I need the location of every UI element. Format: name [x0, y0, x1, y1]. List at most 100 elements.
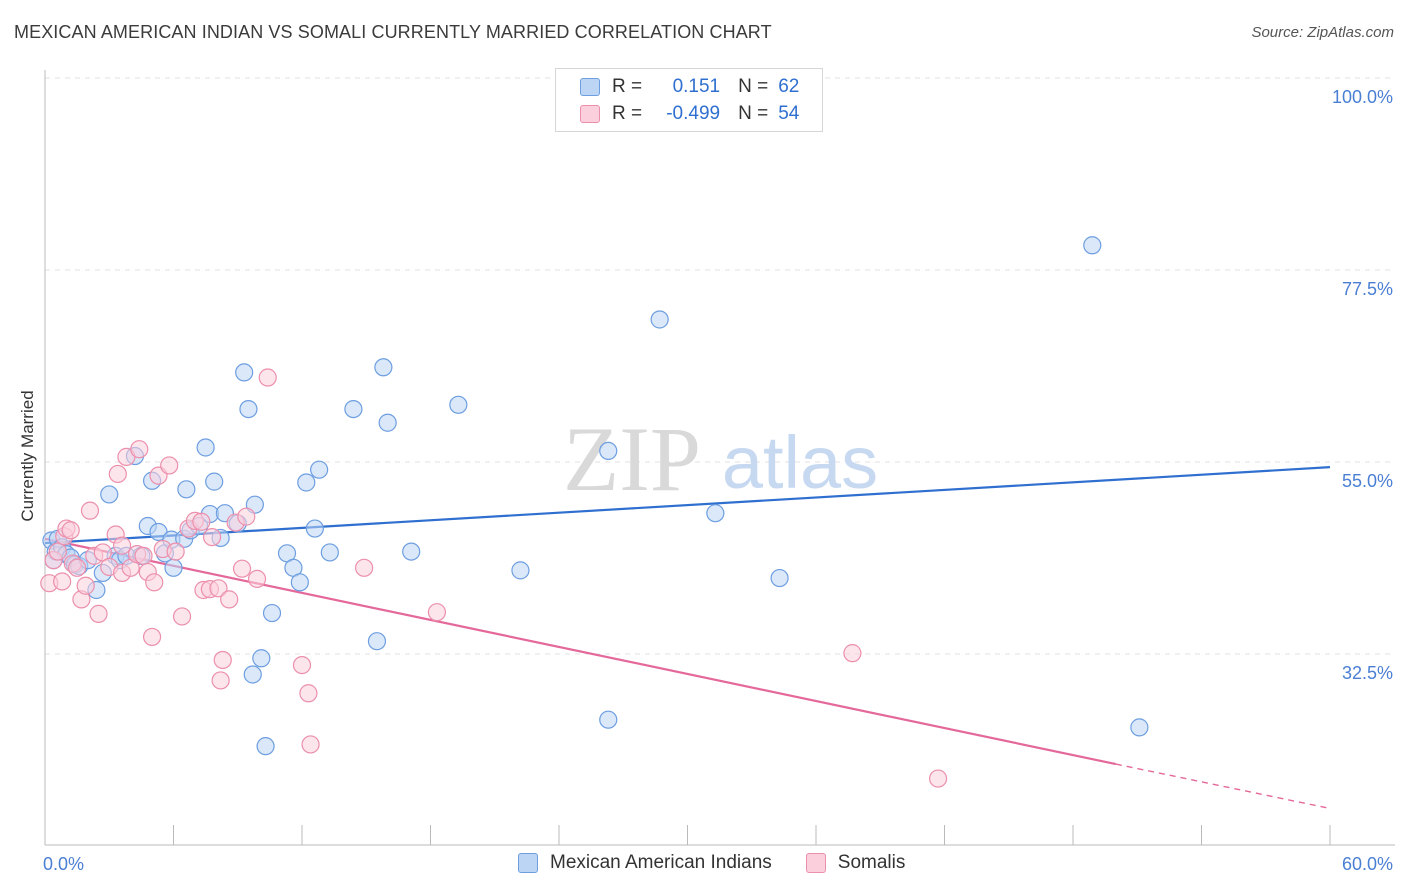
data-point-blue — [310, 460, 329, 479]
legend-row-blue: R = 0.151 N = 62 — [580, 75, 799, 99]
legend-swatch-blue — [518, 853, 538, 873]
watermark-atlas: atlas — [722, 421, 878, 504]
data-point-pink — [301, 735, 320, 754]
data-point-blue — [511, 561, 530, 580]
data-point-pink — [142, 627, 162, 647]
data-point-blue — [235, 363, 254, 382]
correlation-legend: R = 0.151 N = 62 R = -0.499 N = 54 — [555, 68, 823, 132]
legend-r-label: R = — [612, 76, 643, 97]
data-point-blue — [599, 710, 618, 729]
data-point-blue — [196, 438, 215, 457]
data-point-pink — [928, 769, 948, 788]
data-point-blue — [262, 603, 282, 623]
data-point-pink — [202, 527, 222, 547]
legend-swatch-blue — [580, 78, 600, 96]
data-point-blue — [320, 543, 339, 562]
series-legend: Mexican American Indians Somalis — [518, 852, 939, 874]
y-tick-label: 55.0% — [1342, 471, 1393, 491]
data-point-blue — [650, 310, 669, 329]
x-tick-label: 60.0% — [1342, 854, 1393, 874]
data-point-pink — [292, 655, 312, 675]
data-point-pink — [209, 579, 228, 598]
data-point-pink — [220, 590, 239, 609]
data-point-blue — [599, 441, 618, 461]
trend-line-pink — [44, 537, 1117, 766]
data-point-pink — [48, 542, 67, 561]
legend-n-value: 54 — [778, 103, 800, 124]
data-point-pink — [80, 501, 100, 520]
legend-n-label: N = — [738, 103, 769, 124]
legend-label: Somalis — [837, 852, 906, 873]
data-point-pink — [258, 368, 277, 387]
data-point-pink — [166, 542, 185, 561]
source-credit: Source: ZipAtlas.com — [1251, 24, 1394, 41]
data-point-blue — [297, 473, 316, 492]
legend-swatch-pink — [805, 853, 826, 873]
data-point-blue — [205, 472, 224, 491]
legend-r-value: 0.151 — [672, 76, 721, 97]
data-point-blue — [402, 542, 421, 561]
legend-r-label: R = — [612, 103, 643, 124]
legend-n-value: 62 — [778, 76, 800, 97]
data-point-pink — [355, 558, 374, 577]
chart-title: MEXICAN AMERICAN INDIAN VS SOMALI CURREN… — [14, 22, 772, 42]
y-tick-label: 77.5% — [1342, 279, 1393, 299]
data-point-pink — [299, 684, 318, 703]
watermark-zip: ZIP — [563, 408, 701, 510]
data-point-pink — [160, 456, 179, 475]
data-point-pink — [76, 576, 95, 595]
data-point-pink — [247, 569, 267, 589]
legend-item-mexican-american-indians[interactable]: Mexican American Indians — [518, 852, 772, 874]
data-point-blue — [1083, 236, 1102, 255]
x-tick-label: 0.0% — [43, 854, 84, 874]
data-point-pink — [53, 572, 72, 591]
data-point-blue — [252, 649, 271, 668]
data-point-blue — [256, 737, 275, 756]
y-tick-label: 100.0% — [1332, 87, 1393, 107]
data-point-blue — [100, 485, 119, 504]
data-point-blue — [449, 395, 468, 414]
data-point-blue — [290, 573, 309, 592]
data-point-pink — [130, 440, 149, 459]
data-point-pink — [61, 521, 80, 540]
trend-line-pink-extrapolated — [1115, 763, 1331, 810]
data-point-blue — [239, 399, 258, 419]
data-point-blue — [164, 558, 183, 577]
watermark: ZIP atlas — [563, 408, 878, 510]
data-point-pink — [68, 558, 87, 577]
tick-labels: 32.5% 55.0% 77.5% 100.0% 0.0% 60.0% — [43, 87, 1393, 874]
data-point-pink — [134, 546, 153, 565]
data-point-blue — [706, 504, 725, 523]
data-point-pink — [192, 512, 211, 531]
data-point-blue — [374, 358, 393, 377]
legend-n-label: N = — [738, 76, 769, 97]
legend-item-somalis[interactable]: Somalis — [805, 852, 906, 874]
axes — [44, 70, 1395, 846]
series-somalis — [40, 368, 948, 788]
legend-row-pink: R = -0.499 N = 54 — [580, 102, 799, 126]
data-point-blue — [378, 413, 397, 432]
data-point-pink — [213, 650, 232, 670]
trend-line-blue — [44, 466, 1331, 545]
data-point-pink — [89, 604, 108, 623]
legend-label: Mexican American Indians — [550, 852, 772, 873]
data-point-blue — [177, 480, 196, 499]
data-point-pink — [237, 507, 256, 526]
data-point-pink — [427, 603, 447, 622]
trend-lines — [44, 466, 1331, 810]
data-point-blue — [243, 665, 262, 684]
data-point-pink — [108, 464, 127, 484]
data-point-blue — [344, 399, 363, 419]
data-point-blue — [1130, 718, 1149, 737]
data-point-blue — [770, 568, 789, 588]
legend-r-value: -0.499 — [666, 103, 721, 124]
legend-swatch-pink — [580, 105, 600, 123]
data-point-blue — [305, 519, 324, 538]
y-tick-label: 32.5% — [1342, 663, 1393, 683]
data-point-pink — [211, 671, 230, 690]
data-point-pink — [112, 536, 132, 555]
data-point-pink — [843, 644, 862, 663]
data-point-pink — [145, 573, 164, 592]
data-point-pink — [232, 559, 252, 578]
